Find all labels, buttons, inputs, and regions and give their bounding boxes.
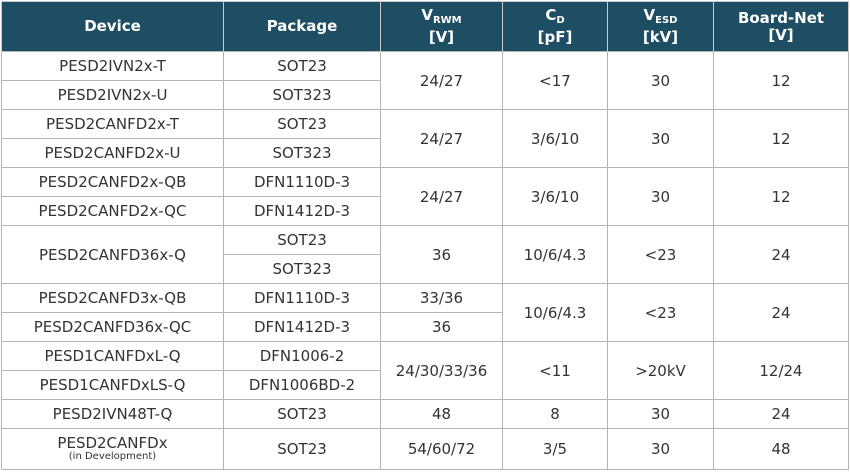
vrwm-cell: 36 — [380, 225, 503, 284]
header-boardnet: Board-Net [V] — [713, 1, 849, 52]
table-row: PESD2CANFD2x-U SOT323 — [1, 138, 849, 168]
device-cell: PESD2CANFDx (in Development) — [1, 428, 224, 470]
vrwm-cell: 24/27 — [380, 109, 503, 168]
device-cell: PESD2CANFD2x-QC — [1, 196, 224, 226]
table-row: PESD2CANFD2x-QB DFN1110D-3 24/27 3/6/10 … — [1, 167, 849, 226]
vrwm-cell: 54/60/72 — [380, 428, 503, 470]
device-cell: PESD1CANFDxL-Q — [1, 341, 224, 371]
device-cell: PESD2CANFD2x-U — [1, 138, 224, 168]
boardnet-cell: 12 — [713, 51, 849, 110]
package-cell: SOT23 — [223, 51, 381, 81]
package-cell: SOT23 — [223, 225, 381, 255]
device-cell: PESD2CANFD36x-QC — [1, 312, 224, 342]
header-vrwm: VRWM [V] — [380, 1, 503, 52]
device-cell: PESD1CANFDxLS-Q — [1, 370, 224, 400]
cd-cell: 3/5 — [502, 428, 608, 470]
boardnet-cell: 12 — [713, 109, 849, 168]
table-row: PESD2CANFD2x-T SOT23 24/27 3/6/10 30 12 — [1, 109, 849, 168]
vesd-cell: 30 — [607, 51, 714, 110]
package-cell: DFN1412D-3 — [223, 312, 381, 342]
boardnet-cell: 12/24 — [713, 341, 849, 400]
table-row: PESD1CANFDxL-Q DFN1006-2 24/30/33/36 <11… — [1, 341, 849, 400]
cd-cell: <17 — [502, 51, 608, 110]
table-row: SOT323 — [2, 254, 849, 284]
boardnet-cell: 24 — [713, 225, 849, 284]
table-row: PESD2CANFD3x-QB DFN1110D-3 33/36 10/6/4.… — [1, 283, 849, 342]
header-device: Device — [1, 1, 224, 52]
device-cell: PESD2IVN48T-Q — [1, 399, 224, 429]
table-row: PESD2IVN2x-T SOT23 24/27 <17 30 12 — [1, 51, 849, 110]
package-cell: DFN1006-2 — [223, 341, 381, 371]
vesd-cell: 30 — [607, 428, 714, 470]
package-cell: SOT323 — [223, 80, 381, 110]
boardnet-cell: 12 — [713, 167, 849, 226]
table-row: PESD2CANFD36x-QC DFN1412D-3 36 — [1, 312, 849, 342]
package-cell: SOT323 — [223, 254, 381, 284]
header-vesd: VESD [kV] — [607, 1, 714, 52]
device-cell: PESD2CANFD2x-T — [1, 109, 224, 139]
vrwm-cell: 48 — [380, 399, 503, 429]
vesd-cell: 30 — [607, 399, 714, 429]
table-row: PESD1CANFDxLS-Q DFN1006BD-2 — [1, 370, 849, 400]
table-row: PESD2CANFD36x-Q SOT23 36 10/6/4.3 <23 24 — [1, 225, 849, 284]
table-row: PESD2CANFDx (in Development) SOT23 54/60… — [1, 428, 849, 470]
vesd-cell: 30 — [607, 109, 714, 168]
vrwm-cell: 24/27 — [380, 51, 503, 110]
boardnet-cell: 48 — [713, 428, 849, 470]
development-note: (in Development) — [68, 451, 157, 462]
cd-cell: 3/6/10 — [502, 109, 608, 168]
device-cell: PESD2IVN2x-T — [1, 51, 224, 81]
cd-cell: 8 — [502, 399, 608, 429]
package-cell: DFN1412D-3 — [223, 196, 381, 226]
table-row: PESD2IVN48T-Q SOT23 48 8 30 24 — [1, 399, 849, 429]
cd-cell: 10/6/4.3 — [502, 283, 608, 342]
package-cell: SOT323 — [223, 138, 381, 168]
vrwm-cell: 33/36 — [380, 283, 503, 313]
table-row: PESD2IVN2x-U SOT323 — [1, 80, 849, 110]
vrwm-cell: 24/30/33/36 — [380, 341, 503, 400]
vesd-cell: <23 — [607, 283, 714, 342]
cd-cell: 3/6/10 — [502, 167, 608, 226]
header-row: Device Package VRWM [V] CD [pF] VESD [kV] B… — [1, 1, 849, 52]
package-cell: DFN1110D-3 — [223, 167, 381, 197]
header-cd: CD [pF] — [502, 1, 608, 52]
boardnet-cell: 24 — [713, 399, 849, 429]
cd-cell: 10/6/4.3 — [502, 225, 608, 284]
device-cell: PESD2IVN2x-U — [1, 80, 224, 110]
table-row: PESD2CANFD2x-QC DFN1412D-3 — [1, 196, 849, 226]
header-package: Package — [223, 1, 381, 52]
device-name: PESD2CANFDx — [57, 434, 168, 452]
package-cell: SOT23 — [223, 399, 381, 429]
device-cell: PESD2CANFD3x-QB — [1, 283, 224, 313]
boardnet-cell: 24 — [713, 283, 849, 342]
vrwm-cell: 24/27 — [380, 167, 503, 226]
vrwm-cell: 36 — [380, 312, 503, 342]
package-cell: DFN1110D-3 — [223, 283, 381, 313]
package-cell: DFN1006BD-2 — [223, 370, 381, 400]
package-cell: SOT23 — [223, 109, 381, 139]
package-cell: SOT23 — [223, 428, 381, 470]
vesd-cell: 30 — [607, 167, 714, 226]
device-cell: PESD2CANFD36x-Q — [1, 225, 224, 284]
cd-cell: <11 — [502, 341, 608, 400]
vesd-cell: <23 — [607, 225, 714, 284]
device-cell: PESD2CANFD2x-QB — [1, 167, 224, 197]
vesd-cell: >20kV — [607, 341, 714, 400]
